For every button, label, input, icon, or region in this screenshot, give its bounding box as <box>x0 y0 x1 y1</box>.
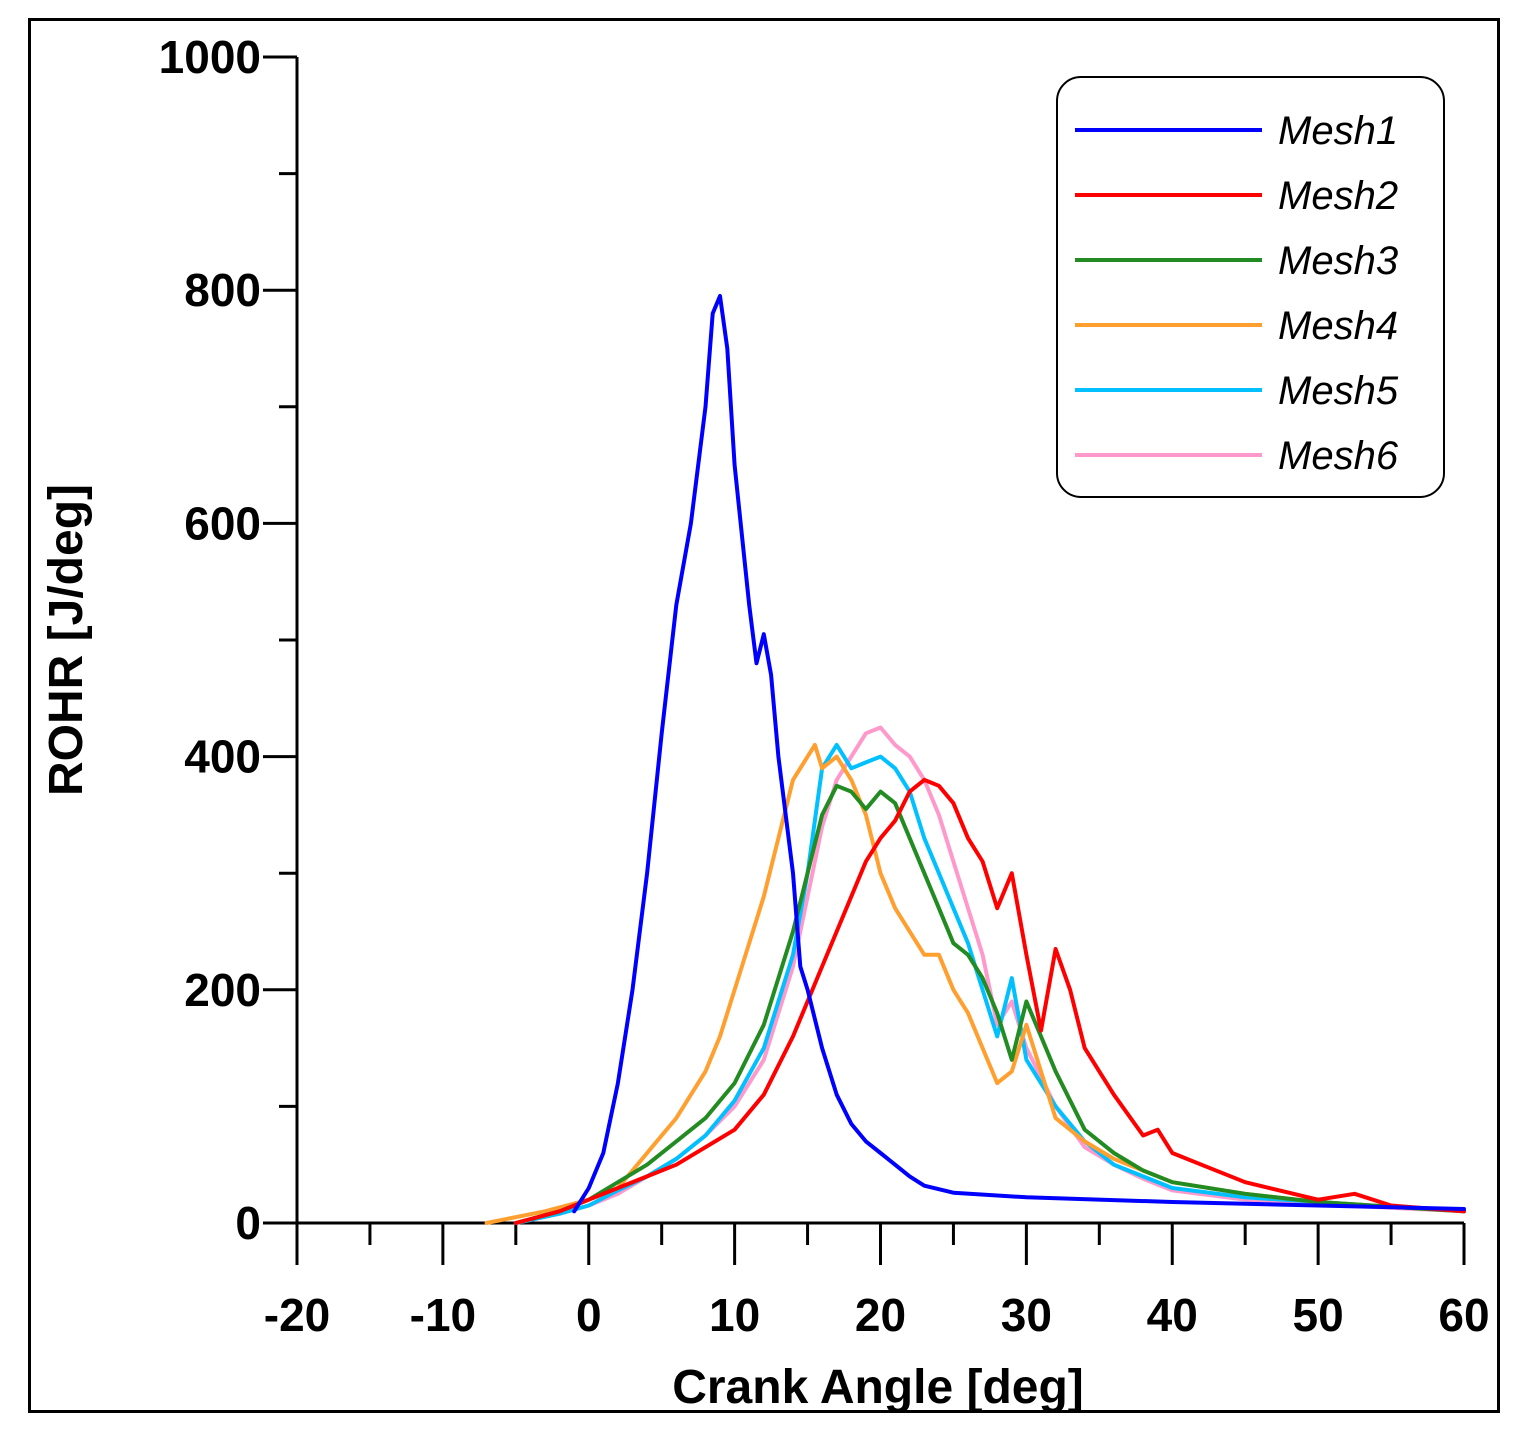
y-tick-label: 800 <box>184 264 261 316</box>
x-tick-label: 30 <box>1001 1289 1052 1341</box>
figure-frame <box>28 18 1500 1413</box>
legend-label-mesh2: Mesh2 <box>1278 174 1398 218</box>
x-tick-label: 0 <box>576 1289 602 1341</box>
y-tick-label: 1000 <box>159 31 261 83</box>
series-line-mesh2 <box>513 777 1466 1225</box>
x-tick-label: -20 <box>264 1289 330 1341</box>
y-tick-label: 400 <box>184 731 261 783</box>
x-tick-label: 60 <box>1438 1289 1489 1341</box>
legend-label-mesh6: Mesh6 <box>1278 434 1399 478</box>
series-line-mesh3 <box>513 783 1466 1225</box>
x-tick-label: 10 <box>709 1289 760 1341</box>
legend-label-mesh1: Mesh1 <box>1278 109 1398 153</box>
legend-label-mesh3: Mesh3 <box>1278 239 1398 283</box>
x-axis-title: Crank Angle [deg] <box>672 1361 1084 1414</box>
x-tick-label: -10 <box>410 1289 476 1341</box>
x-tick-label: 40 <box>1147 1289 1198 1341</box>
series-line-mesh1 <box>572 294 1466 1214</box>
series-layer <box>484 294 1466 1225</box>
x-tick-label: 50 <box>1293 1289 1344 1341</box>
y-tick-label: 200 <box>184 964 261 1016</box>
legend: Mesh1 Mesh2 Mesh3 Mesh4 Mesh5 Mesh6 <box>1056 76 1445 498</box>
y-tick-label: 0 <box>235 1197 261 1249</box>
x-tick-label: 20 <box>855 1289 906 1341</box>
y-axis-title: ROHR [J/deg] <box>40 484 93 796</box>
series-line-mesh6 <box>513 725 1466 1225</box>
legend-label-mesh5: Mesh5 <box>1278 369 1399 413</box>
legend-label-mesh4: Mesh4 <box>1278 304 1398 348</box>
y-tick-label: 600 <box>184 497 261 549</box>
